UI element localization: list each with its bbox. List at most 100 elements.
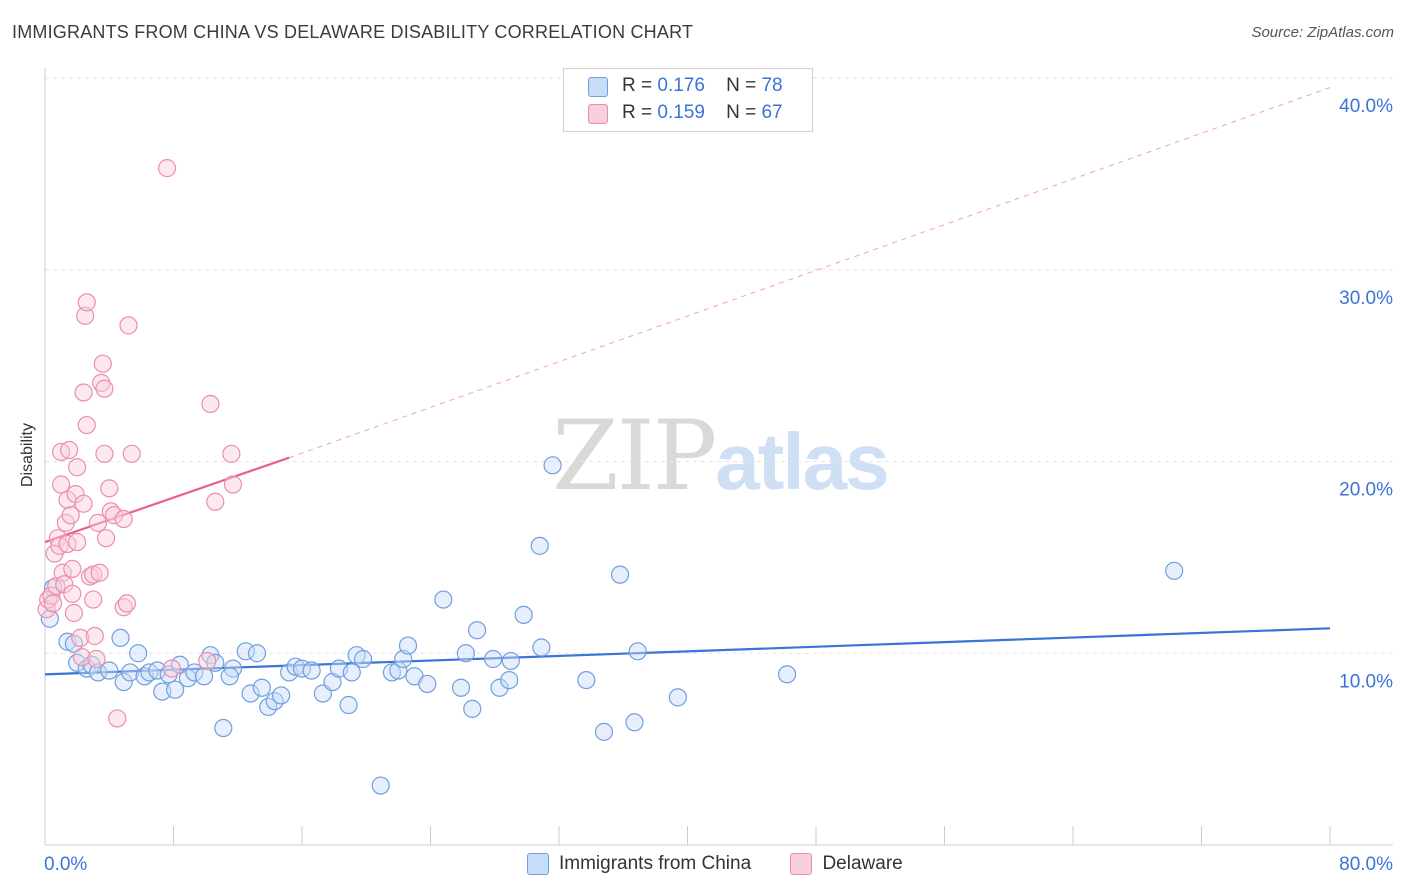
point-delaware: [87, 649, 106, 669]
point-delaware: [92, 373, 111, 392]
legend-swatch-china: [588, 77, 608, 97]
point-china: [353, 649, 373, 669]
point-delaware: [76, 306, 95, 325]
point-china: [484, 649, 503, 669]
point-delaware: [59, 440, 79, 460]
point-delaware: [84, 565, 103, 584]
point-delaware: [114, 509, 133, 529]
point-delaware: [117, 594, 137, 613]
point-china: [339, 695, 358, 715]
stats-text-china: R = 0.176 N = 78: [622, 75, 783, 97]
point-china: [302, 661, 321, 680]
point-china: [490, 678, 509, 697]
point-delaware: [71, 628, 90, 648]
point-china: [114, 672, 133, 692]
point-delaware: [93, 354, 112, 373]
series-legend: Immigrants from China Delaware: [527, 852, 937, 876]
point-china: [463, 699, 482, 718]
legend-swatch-delaware: [588, 104, 608, 124]
point-delaware: [64, 603, 84, 623]
point-delaware: [122, 444, 141, 463]
point-china: [500, 670, 519, 690]
legend-item-delaware[interactable]: Delaware: [790, 852, 903, 876]
trend-lines: [44, 87, 1331, 676]
stats-legend: R = 0.176 N = 78 R = 0.159 N = 67: [563, 68, 813, 132]
r-label: R =: [622, 102, 653, 123]
point-delaware: [222, 444, 241, 463]
point-china: [214, 718, 233, 738]
point-delaware: [80, 567, 100, 586]
point-china: [252, 678, 271, 697]
point-china: [668, 688, 687, 707]
point-delaware: [68, 458, 87, 477]
point-china: [88, 663, 108, 682]
point-delaware: [77, 293, 96, 312]
legend-item-china[interactable]: Immigrants from China: [527, 852, 751, 876]
point-china: [501, 651, 520, 671]
point-china: [434, 590, 453, 609]
point-delaware: [95, 379, 114, 398]
point-china: [185, 663, 204, 682]
point-china: [451, 678, 471, 697]
point-delaware: [88, 513, 108, 532]
n-value: 67: [761, 102, 783, 123]
watermark: ZIPatlas: [552, 400, 890, 512]
grid-lines: [45, 77, 1393, 654]
point-china: [625, 713, 644, 732]
point-delaware: [43, 594, 63, 613]
point-china: [68, 653, 87, 672]
point-china: [111, 628, 130, 648]
chart-title: IMMIGRANTS FROM CHINA VS DELAWARE DISABI…: [12, 22, 694, 42]
point-china: [166, 680, 185, 699]
point-china: [394, 649, 413, 669]
point-delaware: [104, 506, 124, 525]
point-delaware: [108, 709, 127, 728]
point-china: [594, 722, 614, 741]
point-china: [389, 661, 408, 680]
point-delaware: [198, 651, 217, 671]
watermark-zip: ZIP: [552, 400, 717, 512]
point-china: [371, 776, 390, 795]
source-label: Source: ZipAtlas.com: [1251, 24, 1394, 41]
point-delaware: [95, 444, 114, 463]
point-delaware: [96, 529, 116, 548]
n-label: N =: [726, 102, 757, 123]
n-value: 78: [761, 75, 783, 96]
y-tick-label: 40.0%: [1339, 96, 1393, 117]
point-china: [43, 578, 63, 598]
axes: [44, 68, 1393, 846]
point-china: [236, 642, 255, 661]
point-china: [418, 674, 437, 694]
point-delaware: [63, 584, 82, 603]
point-delaware: [162, 659, 181, 678]
trend-line-delaware: [44, 456, 290, 544]
point-china: [530, 536, 549, 555]
point-delaware: [223, 475, 243, 494]
point-china: [628, 642, 647, 661]
point-china: [610, 565, 630, 584]
point-china: [532, 638, 551, 657]
point-delaware: [85, 626, 104, 646]
point-china: [194, 667, 214, 686]
point-delaware: [48, 529, 67, 548]
point-china: [342, 663, 361, 682]
point-delaware: [53, 563, 72, 582]
point-delaware: [119, 316, 138, 335]
point-china: [456, 644, 475, 663]
legend-swatch-delaware: [790, 853, 813, 875]
point-china: [220, 667, 239, 686]
point-delaware: [74, 494, 93, 513]
point-china: [100, 661, 119, 680]
n-label: N =: [726, 75, 757, 96]
point-delaware: [74, 383, 93, 402]
point-delaware: [90, 563, 109, 582]
stats-text-delaware: R = 0.159 N = 67: [622, 102, 783, 124]
tick-labels: 10.0% 20.0% 30.0% 40.0% 0.0% 80.0%: [44, 96, 1393, 875]
y-tick-label: 10.0%: [1339, 671, 1393, 692]
point-china: [40, 609, 59, 628]
point-delaware: [84, 590, 103, 609]
point-china: [777, 665, 797, 684]
point-delaware: [42, 586, 61, 605]
y-tick-label: 20.0%: [1339, 480, 1393, 501]
point-china: [129, 644, 148, 663]
